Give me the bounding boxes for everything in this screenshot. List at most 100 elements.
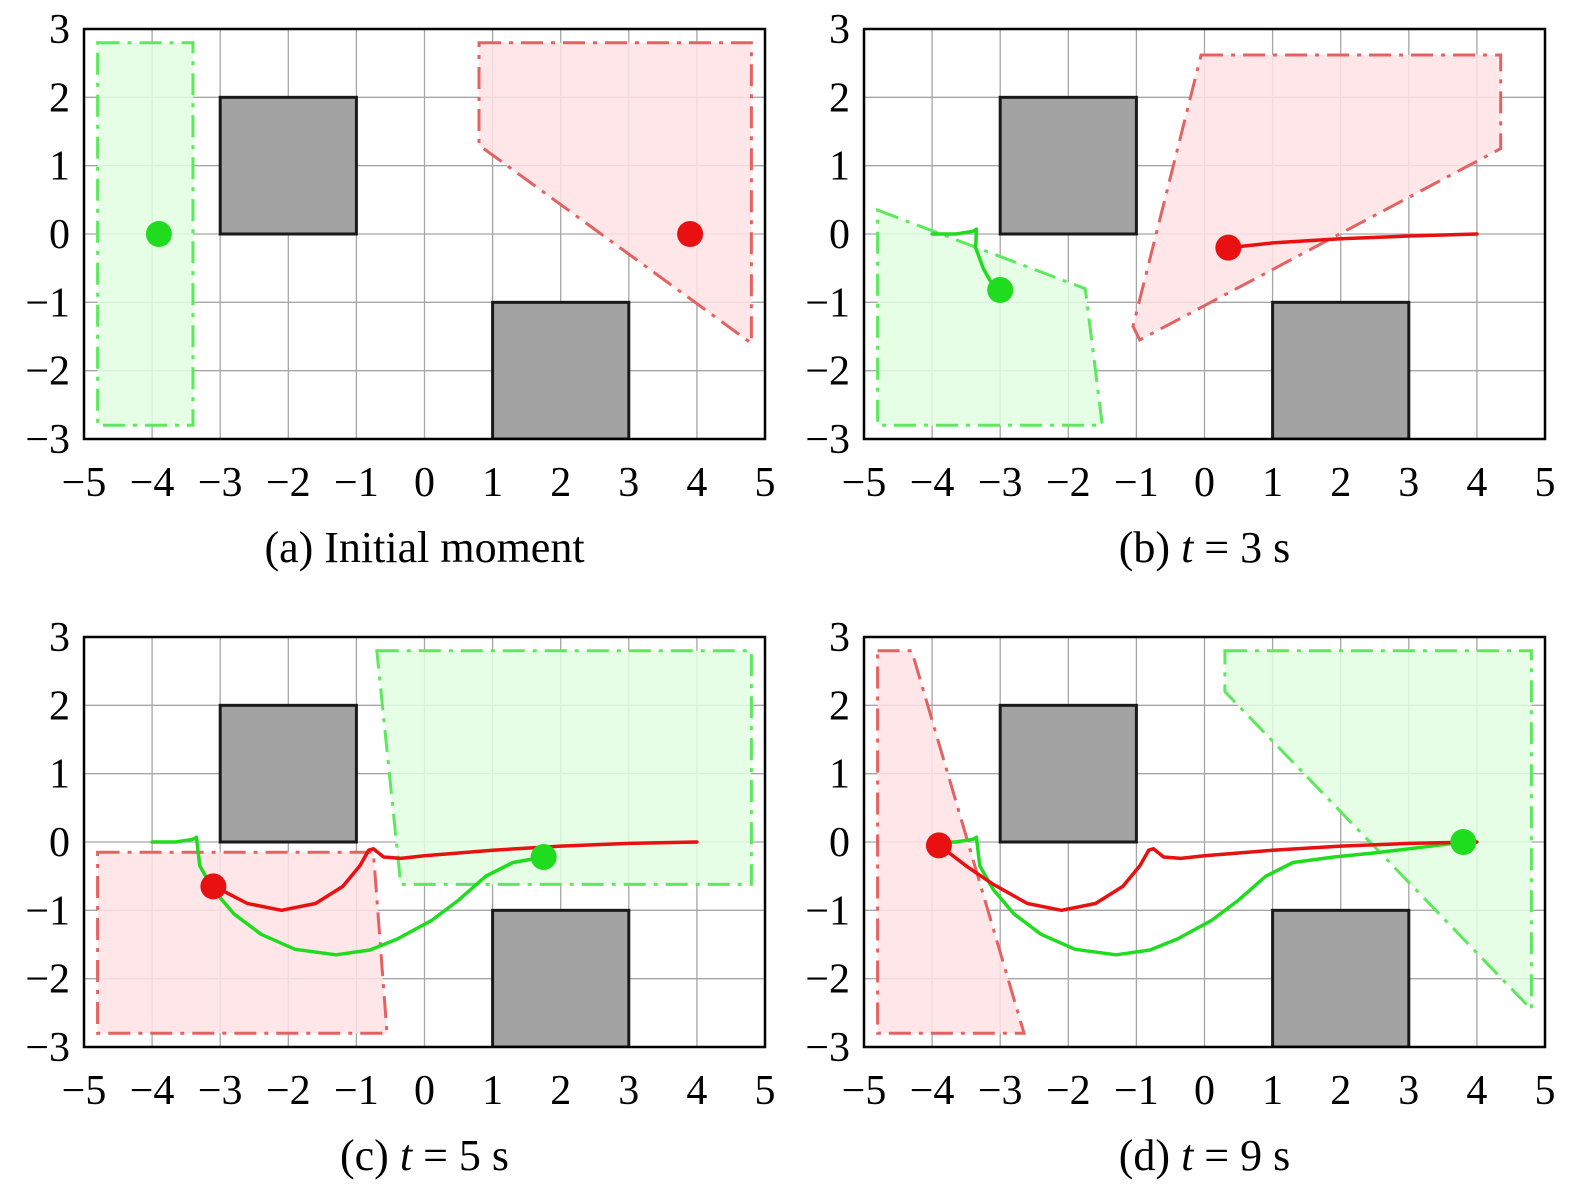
- panel-caption: (b) t = 3 s: [1119, 523, 1290, 572]
- green-region: [1223, 649, 1533, 1014]
- axes-frame: [862, 635, 1547, 1049]
- y-tick-label: 1: [49, 144, 70, 190]
- green-trajectory: [930, 835, 1466, 957]
- y-tick-label: −1: [805, 888, 850, 934]
- chart-panel-2: −5 −4 −3 −2 −1 0 1 2 3 4 5 3 2 1 0 −1 −2 −3 (b) t = 3 s: [805, 7, 1555, 572]
- x-tick-label: −4: [130, 1068, 175, 1114]
- x-tick-label: 5: [1535, 460, 1556, 506]
- x-tick-label: 2: [1330, 460, 1351, 506]
- red-region: [1131, 53, 1503, 342]
- chart-panel-1: −5 −4 −3 −2 −1 0 1 2 3 4 5 3 2 1 0 −1 −2 −3 (a) Initial mo…: [25, 7, 775, 572]
- y-tick-label: −1: [25, 280, 70, 326]
- x-tick-label: 3: [1398, 1068, 1419, 1114]
- y-tick-label: −3: [25, 1025, 70, 1071]
- x-tick-label: −5: [842, 1068, 887, 1114]
- red-region: [96, 850, 389, 1035]
- x-tick-label: 0: [1194, 1068, 1215, 1114]
- green-agent-point: [987, 277, 1014, 304]
- x-tick-label: −5: [62, 1068, 107, 1114]
- x-tick-label: −3: [978, 460, 1023, 506]
- y-tick-label: 2: [49, 683, 70, 729]
- y-tick-label: 2: [829, 75, 850, 121]
- chart-panel-4: −5 −4 −3 −2 −1 0 1 2 3 4 5 3 2 1 0 −1 −2 −3 (d) t = 9 s: [805, 615, 1555, 1180]
- obstacle: [218, 95, 358, 236]
- y-tick-label: 3: [49, 615, 70, 661]
- y-tick-label: −1: [805, 280, 850, 326]
- green-agent-point: [1450, 829, 1477, 855]
- y-tick-label: −3: [805, 417, 850, 463]
- plot-contents: [84, 29, 765, 439]
- x-tick-label: −1: [334, 460, 379, 506]
- red-region: [477, 41, 753, 347]
- green-region: [375, 649, 753, 886]
- x-tick-label: −1: [334, 1068, 379, 1114]
- x-tick-label: 3: [618, 1068, 639, 1114]
- obstacle: [998, 703, 1138, 844]
- obstacle: [1271, 300, 1411, 439]
- plot-contents: [864, 29, 1545, 439]
- x-tick-label: 0: [414, 460, 435, 506]
- y-tick-label: 2: [829, 683, 850, 729]
- obstacle: [491, 300, 631, 439]
- green-trajectory: [150, 835, 546, 957]
- red-trajectory: [937, 840, 1479, 913]
- panel-caption: (d) t = 9 s: [1119, 1131, 1290, 1180]
- y-tick-label: −3: [25, 417, 70, 463]
- y-tick-label: 2: [49, 75, 70, 121]
- x-tick-label: −4: [910, 1068, 955, 1114]
- chart-panel-3: −5 −4 −3 −2 −1 0 1 2 3 4 5 3 2 1 0 −1 −2 −3 (c) t = 5 s: [25, 615, 775, 1180]
- x-tick-label: −5: [842, 460, 887, 506]
- y-tick-label: 3: [829, 7, 850, 53]
- x-tick-label: 5: [755, 1068, 776, 1114]
- x-tick-label: 0: [1194, 460, 1215, 506]
- x-tick-label: −3: [198, 460, 243, 506]
- y-tick-label: −2: [25, 349, 70, 395]
- y-tick-label: −2: [805, 349, 850, 395]
- red-agent-point: [200, 873, 227, 900]
- plot-contents: [864, 637, 1545, 1047]
- x-tick-label: −2: [1046, 460, 1091, 506]
- x-tick-label: −1: [1114, 460, 1159, 506]
- y-tick-label: 1: [49, 752, 70, 798]
- x-tick-label: 3: [618, 460, 639, 506]
- x-tick-label: 1: [1262, 1068, 1283, 1114]
- green-region: [96, 41, 195, 427]
- red-agent-point: [1215, 234, 1242, 261]
- obstacle: [998, 95, 1138, 236]
- obstacle: [218, 703, 358, 844]
- x-tick-label: 5: [755, 460, 776, 506]
- red-agent-point: [925, 832, 952, 859]
- y-tick-label: 0: [49, 212, 70, 258]
- x-tick-label: 1: [482, 460, 503, 506]
- red-agent-point: [677, 221, 704, 247]
- x-tick-label: 4: [686, 1068, 707, 1114]
- green-agent-point: [530, 844, 557, 871]
- x-tick-label: −4: [130, 460, 175, 506]
- axes-frame: [82, 635, 767, 1049]
- panel-caption: (a) Initial moment: [264, 523, 584, 572]
- x-tick-label: −3: [198, 1068, 243, 1114]
- y-tick-label: 1: [829, 144, 850, 190]
- x-tick-label: 4: [1466, 460, 1487, 506]
- x-tick-label: 2: [550, 1068, 571, 1114]
- y-tick-label: −1: [25, 888, 70, 934]
- obstacle: [1271, 908, 1411, 1047]
- x-tick-label: −3: [978, 1068, 1023, 1114]
- red-trajectory: [211, 840, 699, 913]
- red-trajectory: [1226, 232, 1479, 250]
- green-trajectory: [930, 227, 1002, 292]
- x-tick-label: −1: [1114, 1068, 1159, 1114]
- x-tick-label: −5: [62, 460, 107, 506]
- axes-frame: [862, 27, 1547, 441]
- x-tick-label: 2: [1330, 1068, 1351, 1114]
- y-tick-label: 3: [829, 615, 850, 661]
- y-tick-label: −2: [805, 957, 850, 1003]
- x-tick-label: 2: [550, 460, 571, 506]
- x-tick-label: 3: [1398, 460, 1419, 506]
- x-tick-label: 0: [414, 1068, 435, 1114]
- green-region: [876, 207, 1104, 427]
- y-tick-label: −3: [805, 1025, 850, 1071]
- x-tick-label: −2: [266, 460, 311, 506]
- x-tick-label: 4: [1466, 1068, 1487, 1114]
